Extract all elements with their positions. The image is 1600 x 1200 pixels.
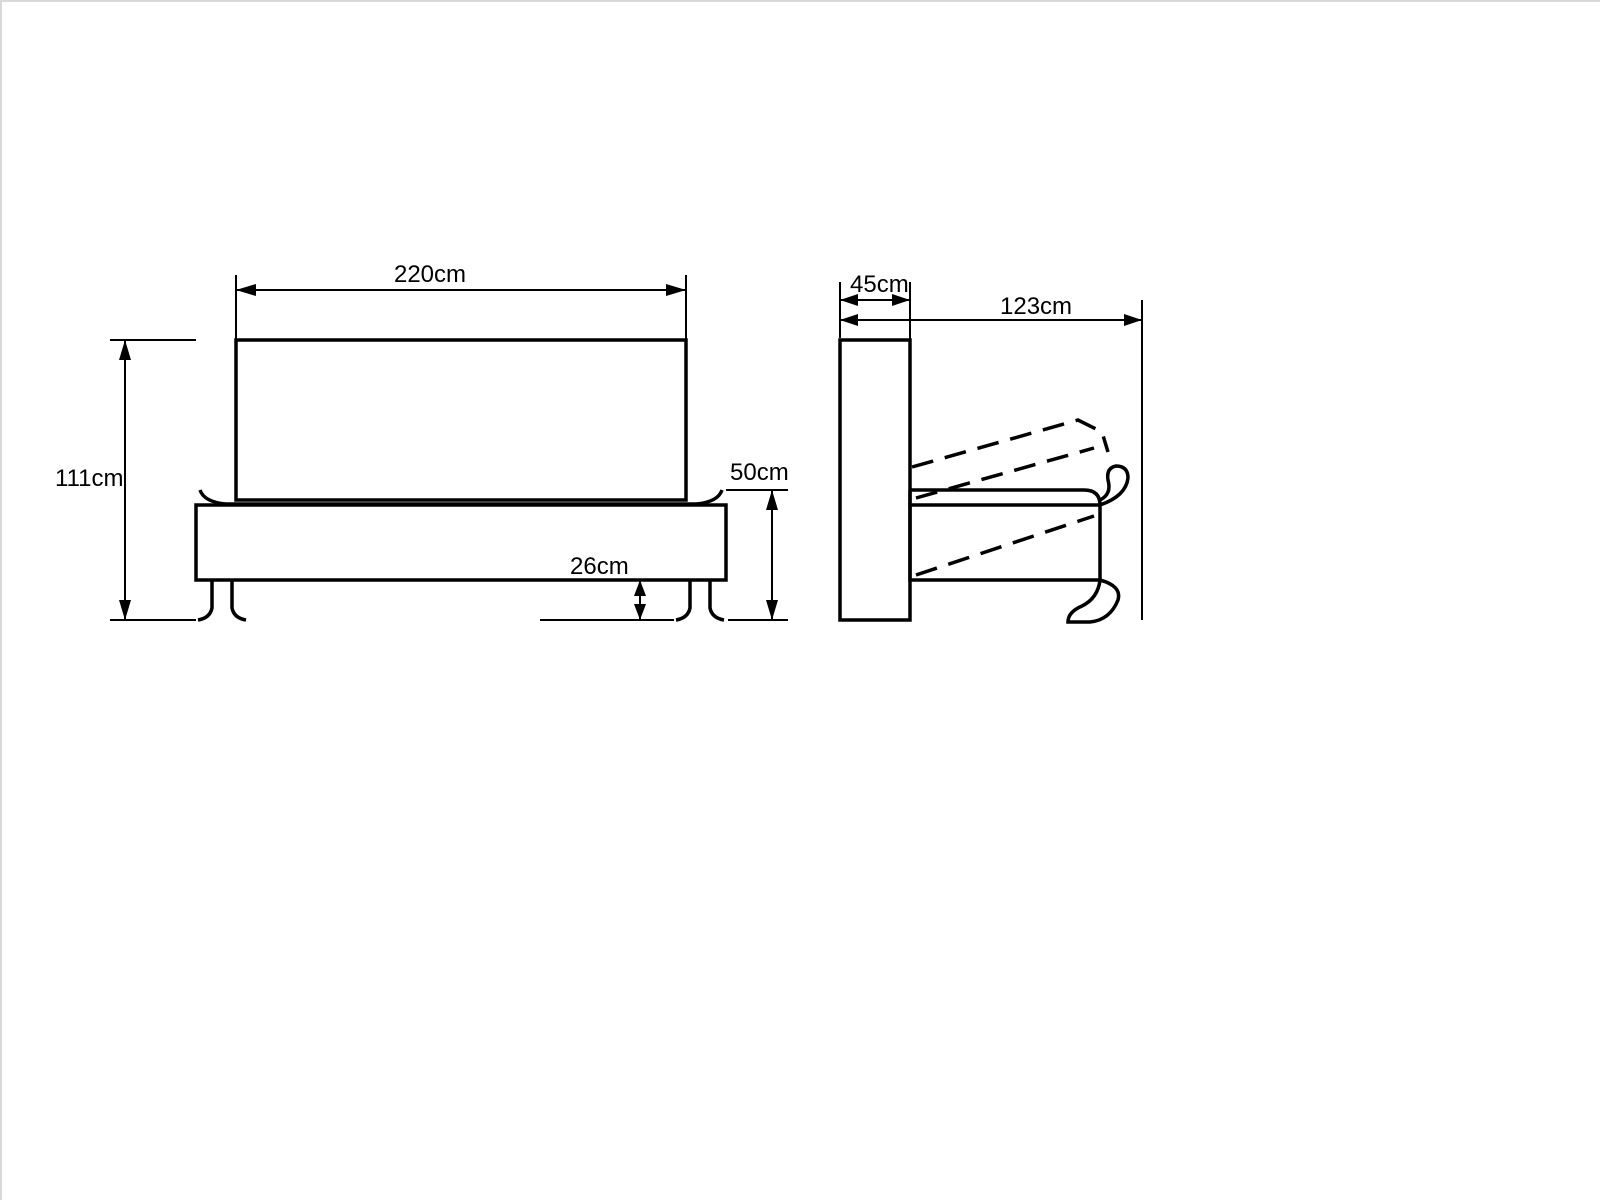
front-mattress-edge xyxy=(200,490,722,504)
front-headboard xyxy=(236,340,686,500)
dim-220-label: 220cm xyxy=(394,261,466,288)
dim-26-label: 26cm xyxy=(570,553,629,580)
dim-50-label: 50cm xyxy=(730,459,789,486)
technical-drawing: 220cm 111cm 26cm 50cm 45cm 123cm xyxy=(0,0,1600,1200)
dim-111-arrow-t xyxy=(119,340,131,360)
dim-111-arrow-b xyxy=(119,600,131,620)
dim-220-arrow-r xyxy=(666,284,686,296)
dim-50-arrow-b xyxy=(766,600,778,620)
dim-45-label: 45cm xyxy=(850,271,909,298)
side-storage-dashed xyxy=(916,516,1094,575)
side-mattress-edge xyxy=(910,490,1100,505)
dim-111-label: 111cm xyxy=(55,465,123,492)
dim-123-label: 123cm xyxy=(1000,293,1072,320)
side-lid-top-dashed xyxy=(912,420,1108,467)
front-leg-left xyxy=(198,580,246,620)
side-foot-curve-upper xyxy=(1100,466,1128,505)
front-base xyxy=(196,505,726,580)
dim-50-arrow-t xyxy=(766,490,778,510)
dim-123-arrow-l xyxy=(840,314,858,326)
side-foot-curve-lower xyxy=(1068,580,1119,622)
dim-123-arrow-r xyxy=(1124,314,1142,326)
dim-26-arrow-b xyxy=(634,604,646,620)
front-leg-right xyxy=(676,580,724,620)
side-base xyxy=(910,505,1100,580)
side-headboard xyxy=(840,340,910,620)
dim-220-arrow-l xyxy=(236,284,256,296)
dim-26-arrow-t xyxy=(634,580,646,596)
